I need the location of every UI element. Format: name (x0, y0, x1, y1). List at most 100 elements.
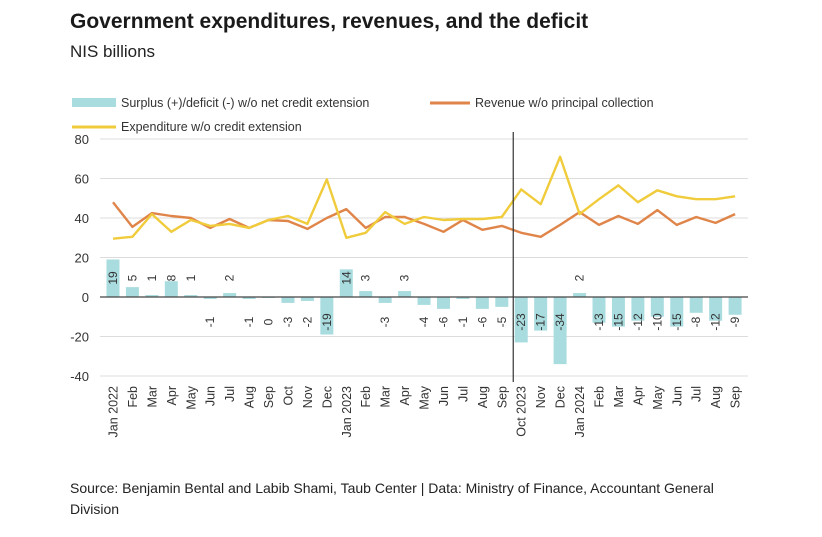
bar-data-label: -23 (514, 313, 528, 331)
bar-data-label: -1 (456, 316, 470, 327)
bar-data-label: -6 (475, 316, 489, 327)
legend-label-surplus: Surplus (+)/deficit (-) w/o net credit e… (121, 96, 369, 110)
bar (359, 291, 373, 297)
bar (573, 293, 587, 297)
bar (320, 297, 334, 335)
x-tick-label: Sep (495, 386, 509, 408)
bar-data-label: -12 (631, 313, 645, 331)
bar (378, 297, 392, 303)
x-tick-label: Aug (243, 386, 257, 408)
x-tick-label: Jan 2023 (340, 386, 354, 437)
bar-data-label: -10 (650, 313, 664, 331)
x-tick-label: Jul (223, 386, 237, 402)
bar (709, 297, 723, 321)
bar (553, 297, 567, 365)
bar-data-label: 1 (145, 274, 159, 281)
x-tick-label: Apr (165, 386, 179, 405)
bar-data-label: 3 (359, 274, 373, 281)
bar (184, 295, 198, 297)
bar (689, 297, 703, 313)
x-tick-label: Sep (262, 386, 276, 408)
x-tick-label: Apr (631, 386, 645, 405)
bar (339, 269, 353, 297)
bar-data-label: -6 (436, 316, 450, 327)
bar-data-label: -8 (689, 316, 703, 327)
bar (650, 297, 664, 317)
bar (125, 287, 139, 297)
x-tick-label: Nov (301, 385, 315, 408)
x-tick-label: Sep (729, 386, 743, 408)
x-tick-label: Aug (476, 386, 490, 408)
legend-swatch-surplus (72, 98, 116, 107)
y-tick-label: -40 (70, 369, 89, 384)
bar (281, 297, 295, 303)
bar-data-label: 2 (573, 274, 587, 281)
bar-data-label: -15 (611, 313, 625, 331)
bar-data-label: 0 (262, 318, 276, 325)
bar (631, 297, 645, 321)
bar (398, 291, 412, 297)
bar (534, 297, 548, 331)
bar-data-label: 1 (184, 274, 198, 281)
bar (475, 297, 489, 309)
x-tick-label: Dec (320, 386, 334, 408)
x-tick-label: Oct (281, 385, 295, 405)
bar-data-label: -1 (203, 316, 217, 327)
bar-data-label: 3 (398, 274, 412, 281)
x-tick-label: Jun (670, 386, 684, 406)
bar (514, 297, 528, 343)
bar-data-label: -9 (728, 316, 742, 327)
bar (223, 293, 237, 297)
bar (145, 295, 159, 297)
x-tick-label: Apr (398, 386, 412, 405)
x-tick-label: Nov (534, 385, 548, 408)
bar (417, 297, 431, 305)
bar (728, 297, 742, 315)
chart-subtitle: NIS billions (70, 42, 156, 61)
bar-data-label: -5 (495, 316, 509, 327)
bar-data-label: -17 (534, 313, 548, 331)
source-note: Source: Benjamin Bental and Labib Shami,… (70, 480, 714, 517)
x-tick-label: Jan 2022 (107, 386, 121, 437)
y-tick-label: -20 (70, 330, 89, 345)
expenditure-line (112, 155, 736, 240)
bar (203, 297, 217, 299)
x-tick-label: Mar (379, 386, 393, 408)
bar-data-label: -15 (670, 313, 684, 331)
bar (611, 297, 625, 327)
x-tick-label: Feb (359, 386, 373, 408)
x-tick-label: May (184, 385, 198, 409)
x-tick-label: Jun (437, 386, 451, 406)
bar-data-label: -1 (242, 316, 256, 327)
bar (456, 297, 470, 299)
bar-data-label: -4 (417, 316, 431, 327)
bar (164, 281, 178, 297)
bar (106, 259, 120, 297)
x-tick-label: Feb (593, 386, 607, 408)
x-tick-label: Jan 2024 (573, 386, 587, 437)
legend-label-expenditure: Expenditure w/o credit extension (121, 120, 302, 134)
bar-data-label: -2 (300, 316, 314, 327)
x-tick-label: Mar (145, 386, 159, 408)
bar-data-label: 5 (125, 274, 139, 281)
x-tick-label: Feb (126, 386, 140, 408)
bar-data-label: -3 (281, 316, 295, 327)
bar-data-label: -3 (378, 316, 392, 327)
bar (436, 297, 450, 309)
bar (242, 297, 256, 299)
bar (495, 297, 509, 307)
y-tick-label: 20 (75, 251, 89, 266)
bar-data-label: 14 (339, 271, 353, 285)
x-tick-label: Jul (690, 386, 704, 402)
bar-data-label: 2 (223, 274, 237, 281)
revenue-line (112, 201, 736, 239)
x-tick-label: Mar (612, 386, 626, 408)
bar-data-label: 8 (164, 274, 178, 281)
x-tick-label: Jul (456, 386, 470, 402)
bar-data-label: -13 (592, 313, 606, 331)
y-tick-label: 0 (82, 290, 89, 305)
y-tick-label: 60 (75, 172, 89, 187)
bar (670, 297, 684, 327)
